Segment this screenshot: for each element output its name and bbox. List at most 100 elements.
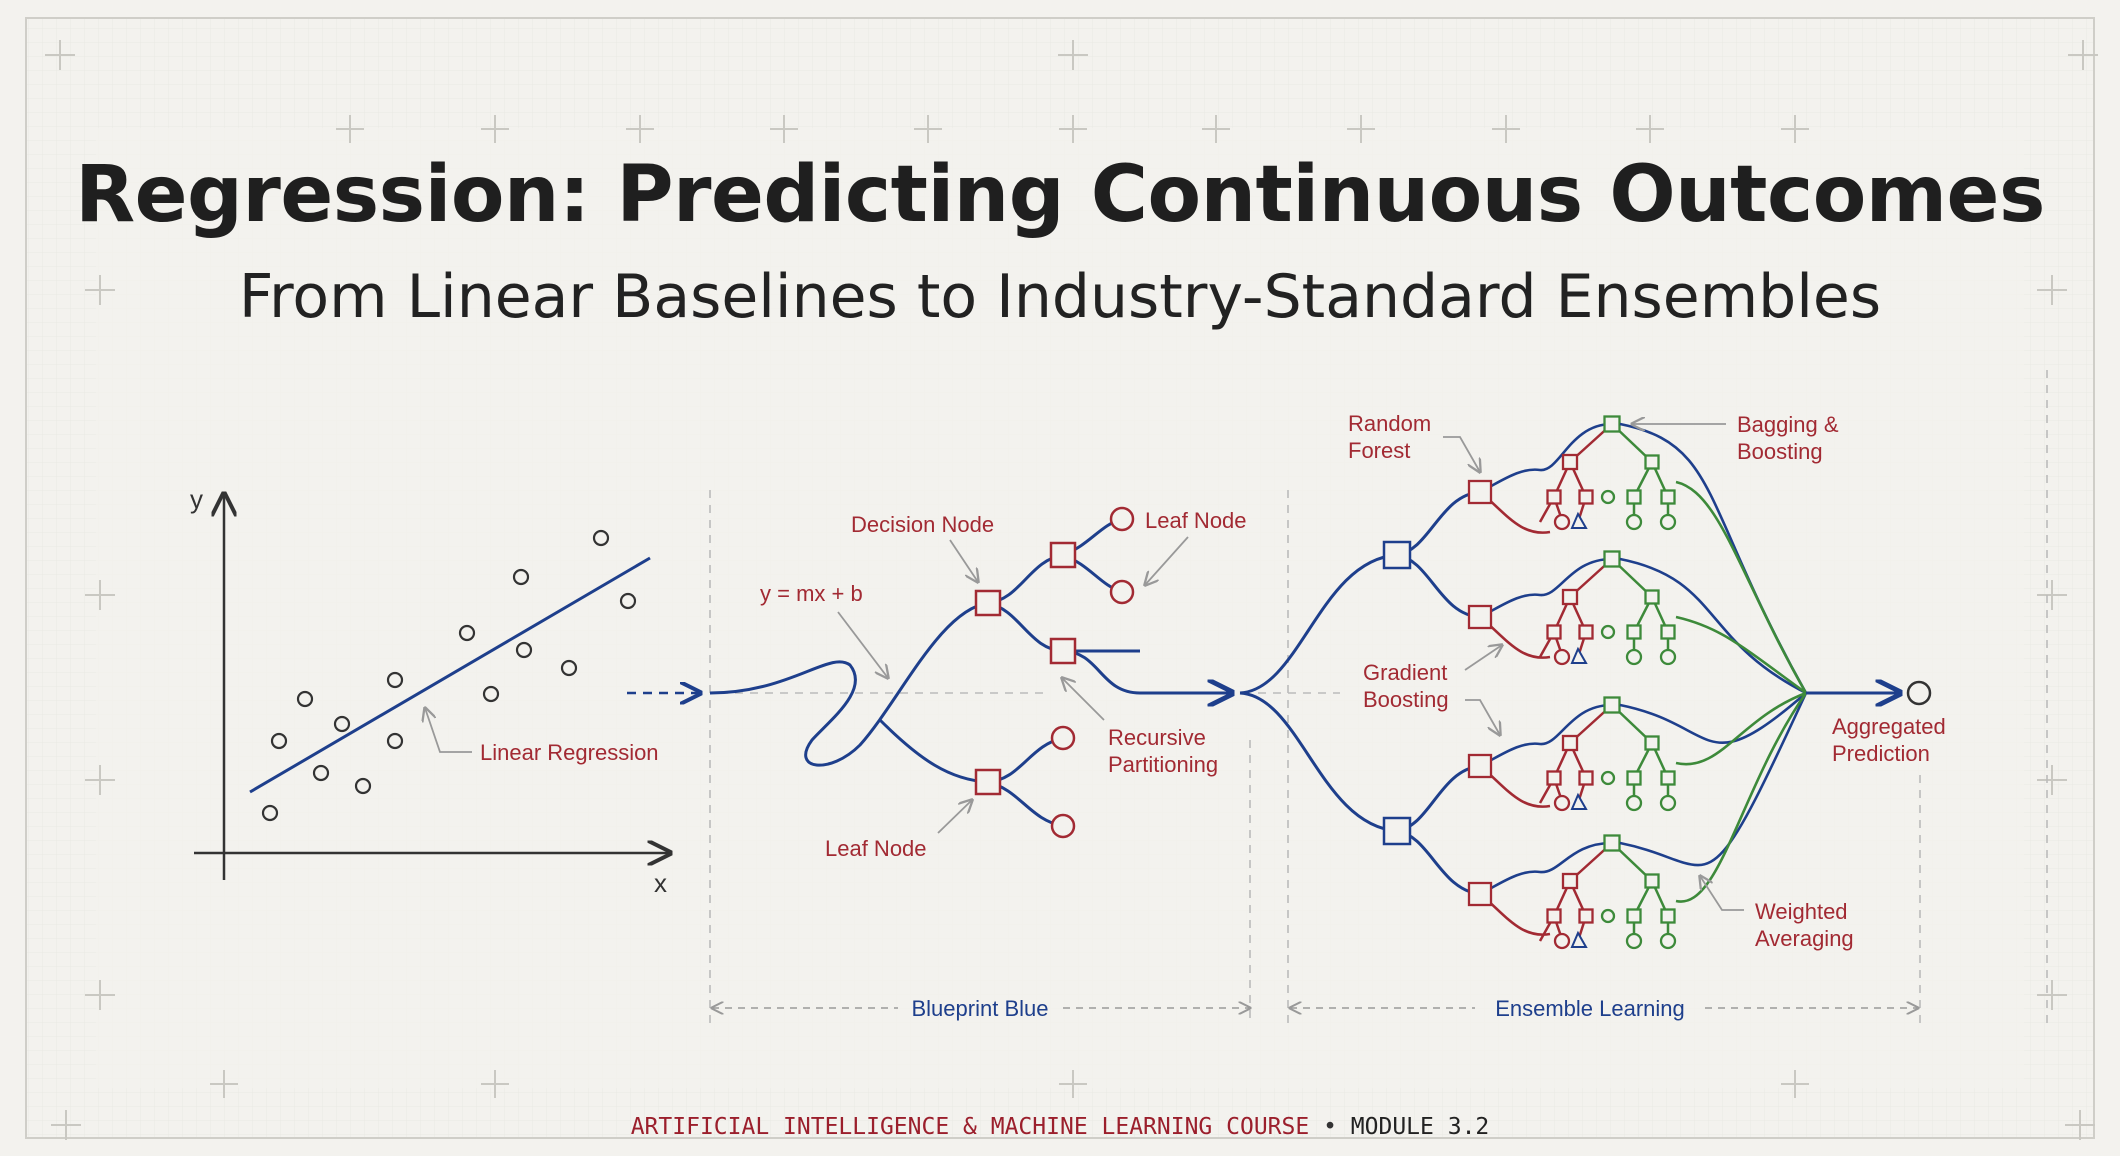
linear-regression-panel: y x Linear Regression xyxy=(190,484,670,898)
tree-node xyxy=(1660,908,1676,924)
ensemble-branch xyxy=(1239,691,1398,833)
tree-anchor-node xyxy=(1467,881,1493,907)
data-point xyxy=(560,659,578,677)
tree-node xyxy=(1578,908,1594,924)
tree-node xyxy=(1578,489,1594,505)
tree-leaf xyxy=(1553,513,1571,531)
outer-frame xyxy=(25,17,2095,1139)
tree-leaf xyxy=(1570,646,1588,664)
tree-leaf xyxy=(1659,648,1677,666)
leaf-node-top-label: Leaf Node xyxy=(1145,508,1247,533)
tree-leaf xyxy=(1600,624,1616,640)
panel-separators xyxy=(709,370,2048,1025)
data-point xyxy=(261,804,279,822)
tree-top-node xyxy=(1603,834,1621,852)
data-point xyxy=(386,732,404,750)
tree-leaf xyxy=(1600,489,1616,505)
tree-arch xyxy=(1479,557,1613,619)
decision-node-leader xyxy=(949,539,978,582)
tree-branch-main xyxy=(709,601,989,767)
tree-node xyxy=(1578,624,1594,640)
data-point xyxy=(515,641,533,659)
tree-node xyxy=(1561,872,1579,890)
aggregation-curves xyxy=(1619,422,1808,903)
crosshair-marks xyxy=(45,40,2098,1140)
tree-node xyxy=(1644,454,1660,470)
tree-node xyxy=(1546,489,1562,505)
tree-leaf xyxy=(1659,513,1677,531)
tree-anchor-node xyxy=(1467,753,1493,779)
aggregation-curve xyxy=(1675,615,1807,695)
tree-leaf xyxy=(1625,513,1643,531)
tree-leaf xyxy=(1570,930,1588,948)
x-axis-label: x xyxy=(654,868,667,898)
recursive-leader xyxy=(1062,678,1105,721)
aggregation-curve xyxy=(1619,557,1807,695)
data-point xyxy=(458,624,476,642)
tree-node xyxy=(1626,908,1642,924)
data-point xyxy=(270,732,288,750)
tree-leaf xyxy=(1659,794,1677,812)
leaf-node xyxy=(1050,813,1076,839)
tree-node xyxy=(1626,624,1642,640)
footer: ARTIFICIAL INTELLIGENCE & MACHINE LEARNI… xyxy=(0,1114,2120,1140)
data-point xyxy=(512,568,530,586)
footer-separator: • xyxy=(1323,1114,1337,1140)
decision-node-label: Decision Node xyxy=(851,512,994,537)
data-point xyxy=(333,715,351,733)
y-axis-label: y xyxy=(190,484,203,514)
tree-leaf xyxy=(1625,932,1643,950)
recursive-label-line1: Recursive xyxy=(1108,725,1206,750)
tree-node xyxy=(1546,624,1562,640)
aggregated-label-line2: Prediction xyxy=(1832,741,1930,766)
aggregation-curve xyxy=(1619,692,1808,867)
tree-leaf xyxy=(1600,908,1616,924)
data-point xyxy=(386,671,404,689)
tree-arch xyxy=(1479,422,1613,494)
tree-leaf xyxy=(1553,648,1571,666)
linear-regression-label: Linear Regression xyxy=(480,740,659,765)
decision-tree-panel: y = mx + b Decision Node Leaf Node Recur… xyxy=(709,506,1247,861)
decision-node xyxy=(1049,637,1077,665)
ensemble-branch xyxy=(1239,553,1398,695)
ensemble-span-label: Ensemble Learning xyxy=(1495,996,1685,1021)
tree-node xyxy=(1626,489,1642,505)
tree-node xyxy=(1578,770,1594,786)
equation-label: y = mx + b xyxy=(760,581,863,606)
weighted-leader xyxy=(1700,876,1744,911)
footer-module: MODULE 3.2 xyxy=(1350,1114,1490,1140)
tree-node xyxy=(1561,588,1579,606)
gradient-label-line2: Boosting xyxy=(1363,687,1449,712)
tree-node xyxy=(1561,734,1579,752)
gradient-label-line1: Gradient xyxy=(1363,660,1447,685)
random-forest-label-line2: Forest xyxy=(1348,438,1410,463)
tree-arch xyxy=(1479,703,1613,768)
linear-label-leader xyxy=(425,708,472,753)
tree-top-node xyxy=(1603,696,1621,714)
regression-line xyxy=(249,556,651,794)
tree-node xyxy=(1644,873,1660,889)
tree-node xyxy=(1660,624,1676,640)
tree-leaf xyxy=(1659,932,1677,950)
decision-node xyxy=(1049,541,1077,569)
leaf-node-leader xyxy=(1145,536,1189,585)
aggregated-prediction-node xyxy=(1906,680,1932,706)
tree-top-node xyxy=(1603,415,1621,433)
tree-leaf xyxy=(1625,648,1643,666)
equation-leader xyxy=(837,611,888,678)
page-subtitle: From Linear Baselines to Industry-Standa… xyxy=(238,262,1882,332)
tree-top-node xyxy=(1603,550,1621,568)
tree-anchor-node xyxy=(1467,604,1493,630)
tree-arch xyxy=(1479,841,1613,896)
tree-node xyxy=(1660,489,1676,505)
data-point xyxy=(619,592,637,610)
tree-node xyxy=(1660,770,1676,786)
bagging-label-line2: Boosting xyxy=(1737,439,1823,464)
data-point xyxy=(592,529,610,547)
tree-leaf xyxy=(1570,511,1588,529)
tree-leaf xyxy=(1570,792,1588,810)
aggregation-curve xyxy=(1675,691,1807,766)
leaf-node xyxy=(1109,506,1135,532)
footer-course: ARTIFICIAL INTELLIGENCE & MACHINE LEARNI… xyxy=(630,1114,1310,1140)
